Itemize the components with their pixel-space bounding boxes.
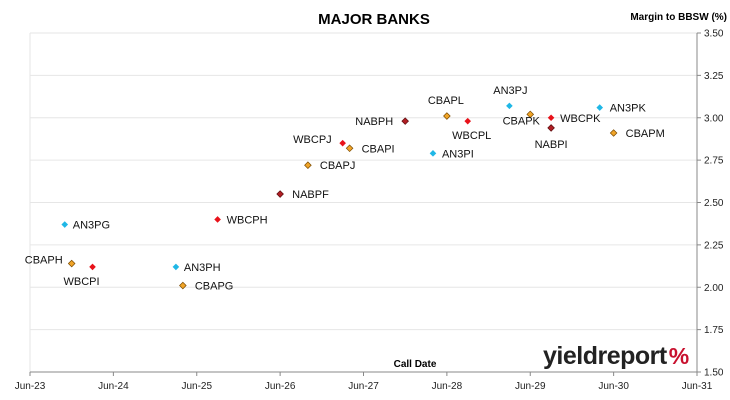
x-axis-label: Call Date: [394, 359, 437, 370]
point-label-an3pg: AN3PG: [73, 220, 110, 232]
x-tick-label: Jun-30: [598, 381, 629, 392]
y-axis-label: Margin to BBSW (%): [630, 12, 727, 23]
x-tick-label: Jun-26: [265, 381, 296, 392]
y-tick-label: 2.50: [704, 198, 724, 209]
point-label-cbapm: CBAPM: [626, 128, 665, 140]
x-tick-label: Jun-27: [348, 381, 379, 392]
point-label-nabpf: NABPF: [292, 189, 329, 201]
point-wbcpi: [89, 263, 96, 271]
x-tick-labels: Jun-23 Jun-24 Jun-25 Jun-26 Jun-27 Jun-28 Jun-…: [15, 381, 713, 392]
y-tick-labels: 1.50 1.75 2.00 2.25 2.50 2.75 3.00 3.25 3.50: [704, 29, 724, 379]
point-label-an3pk: AN3PK: [610, 103, 647, 115]
x-tick-label: Jun-28: [432, 381, 463, 392]
point-cbapk: [526, 110, 535, 119]
point-label-cbapg: CBAPG: [195, 281, 234, 293]
point-cbapl: [443, 112, 451, 120]
point-label-an3pi: AN3PI: [442, 148, 474, 160]
point-label-an3ph: AN3PH: [184, 262, 221, 274]
gridlines: [29, 32, 697, 373]
point-cbapm: [609, 129, 618, 137]
point-label-cbapl: CBAPL: [428, 95, 464, 107]
point-an3pg: [61, 221, 69, 228]
y-tick-label: 2.00: [704, 283, 724, 294]
point-an3pk: [596, 104, 604, 111]
point-label-nabpi: NABPI: [535, 139, 568, 151]
point-nabph: [401, 117, 409, 125]
y-tick-label: 1.50: [704, 368, 724, 379]
chart-title: MAJOR BANKS: [318, 11, 430, 28]
point-cbapi: [345, 144, 354, 153]
point-nabpi: [547, 124, 555, 132]
point-label-wbcpj: WBCPJ: [293, 134, 332, 146]
y-tick-label: 3.00: [704, 113, 724, 124]
axes: [29, 32, 701, 376]
point-label-wbcpk: WBCPK: [560, 113, 601, 125]
point-label-cbapj: CBAPJ: [320, 160, 355, 172]
percent-icon: %: [668, 343, 689, 369]
y-tick-label: 2.75: [704, 156, 724, 167]
point-label-cbapi: CBAPI: [362, 143, 395, 155]
y-tick-label: 3.50: [704, 29, 724, 40]
point-label-wbcpi: WBCPI: [64, 276, 100, 288]
point-an3pj: [506, 102, 513, 110]
data-points: [61, 102, 618, 290]
x-tick-label: Jun-23: [15, 381, 46, 392]
point-wbcph: [214, 216, 221, 223]
point-cbapg: [179, 281, 187, 290]
point-cbapj: [304, 161, 312, 170]
point-wbcpj: [339, 139, 346, 147]
yieldreport-logo: yieldreport%: [543, 342, 693, 374]
point-an3ph: [172, 263, 180, 271]
x-tick-label: Jun-31: [682, 381, 713, 392]
y-tick-label: 2.25: [704, 240, 724, 251]
point-wbcpk: [547, 114, 555, 122]
point-nabpf: [276, 190, 284, 198]
x-tick-label: Jun-24: [98, 381, 129, 392]
point-label-wbcpl: WBCPL: [452, 130, 491, 142]
point-an3pi: [429, 150, 437, 157]
point-cbaph: [67, 259, 76, 268]
point-label-nabph: NABPH: [355, 116, 393, 128]
logo-text: yieldreport: [543, 342, 667, 370]
x-tick-label: Jun-29: [515, 381, 546, 392]
y-tick-label: 3.25: [704, 71, 724, 82]
point-label-wbcph: WBCPH: [227, 214, 268, 226]
point-wbcpl: [464, 117, 472, 125]
point-label-an3pj: AN3PJ: [493, 85, 527, 97]
point-label-cbaph: CBAPH: [25, 255, 63, 267]
x-tick-label: Jun-25: [181, 381, 212, 392]
point-label-cbapk: CBAPK: [503, 115, 541, 127]
y-tick-label: 1.75: [704, 325, 724, 336]
